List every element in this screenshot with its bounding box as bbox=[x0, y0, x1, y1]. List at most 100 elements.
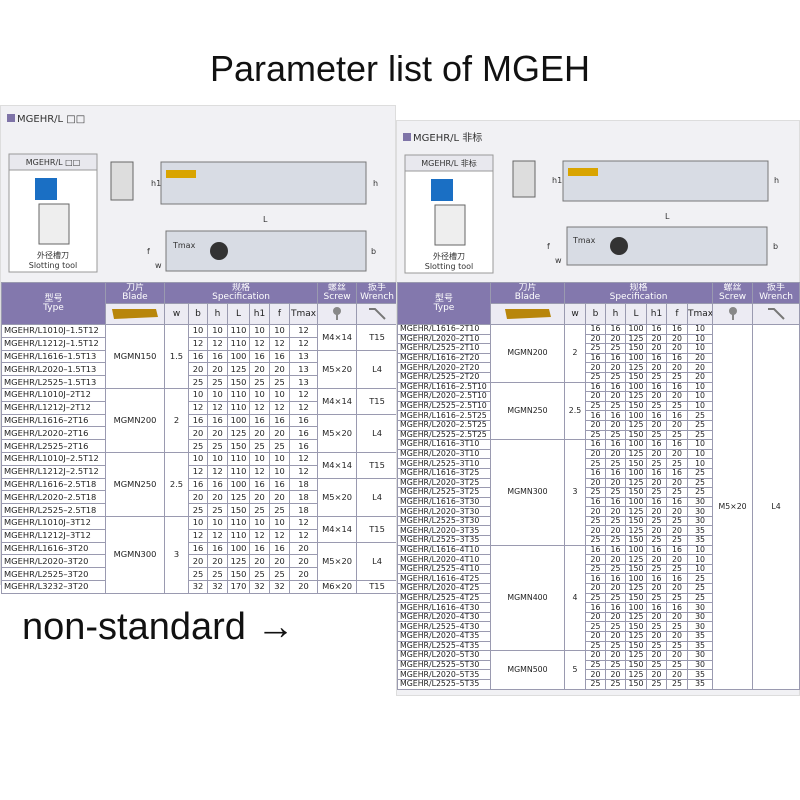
type-cell: MGEHR/L2525–2T20 bbox=[397, 371, 491, 383]
value-cell: 16 bbox=[666, 573, 688, 585]
value-cell: 16 bbox=[646, 602, 667, 613]
value-cell: 16 bbox=[249, 541, 270, 556]
value-cell: 20 bbox=[188, 362, 208, 377]
tool-side bbox=[160, 161, 367, 205]
screw bbox=[210, 242, 228, 260]
value-cell: 16 bbox=[288, 426, 319, 441]
type-cell: MGEHR/L1616–4T10 bbox=[397, 544, 491, 556]
value-cell: 20 bbox=[605, 391, 626, 402]
value-cell: 25 bbox=[605, 659, 626, 671]
header-cn: 扳手 bbox=[368, 283, 387, 293]
value-cell: 25 bbox=[646, 487, 667, 498]
type-cell: MGEHR/L2525–3T25 bbox=[397, 487, 491, 498]
blade-icon bbox=[112, 308, 158, 319]
screw-icon bbox=[728, 306, 737, 320]
value-cell: 125 bbox=[625, 362, 647, 373]
value-cell: 25 bbox=[666, 659, 688, 671]
wrench-cell: L4 bbox=[356, 541, 399, 581]
value-cell: 20 bbox=[605, 477, 626, 489]
value-cell: 25 bbox=[605, 400, 626, 412]
value-cell: 25 bbox=[585, 621, 606, 632]
value-cell: 25 bbox=[585, 678, 606, 690]
type-cell: MGEHR/L2525–5T35 bbox=[397, 678, 491, 690]
panel-heading: MGEHR/L 非标 bbox=[403, 129, 482, 144]
table-row: MGEHR/L1616–4T25 16 16 100 16 16 25 bbox=[397, 573, 800, 585]
value-cell: 100 bbox=[625, 352, 647, 364]
dim-label: f bbox=[547, 242, 550, 251]
value-cell: 18 bbox=[288, 503, 319, 517]
value-cell: 10 bbox=[686, 544, 714, 556]
value-cell: 12 bbox=[269, 400, 290, 415]
table-row: MGEHR/L2020–5T35 20 20 125 20 20 35 bbox=[397, 669, 800, 680]
type-cell: MGEHR/L2020–2T16 bbox=[1, 426, 106, 441]
value-cell: 125 bbox=[625, 583, 647, 594]
value-cell: 16 bbox=[605, 544, 626, 556]
value-cell: 25 bbox=[686, 583, 714, 594]
value-cell: 150 bbox=[625, 458, 647, 469]
type-cell: MGEHR/L2525–4T25 bbox=[397, 592, 491, 604]
diagram-caption: 外径槽刀 bbox=[37, 250, 69, 260]
value-cell: 16 bbox=[605, 467, 626, 479]
table-row: MGEHR/L1616–2.5T18 16 16 100 16 16 18 M5×20 L4 bbox=[1, 477, 399, 517]
value-cell: 10 bbox=[188, 324, 208, 338]
icon-tool bbox=[434, 204, 466, 246]
column-header: Tmax bbox=[686, 303, 714, 325]
value-cell: 30 bbox=[686, 515, 714, 527]
value-cell: 150 bbox=[227, 503, 250, 517]
left-panel: MGEHR/L □□ MGEHR/L □□ 外径槽刀 Slotting tool… bbox=[0, 105, 399, 594]
value-cell: 20 bbox=[666, 583, 688, 594]
value-cell: 20 bbox=[605, 419, 626, 431]
value-cell: 35 bbox=[686, 535, 714, 546]
table-row: MGEHR/L1010J–1.5T12 MGMN150 1.5 10 10 110 10 10… bbox=[1, 324, 399, 389]
value-cell: 25 bbox=[207, 375, 228, 389]
screw-head bbox=[728, 306, 737, 315]
value-cell: 20 bbox=[646, 611, 667, 623]
value-cell: 32 bbox=[188, 579, 208, 594]
value-cell: 25 bbox=[269, 439, 290, 453]
table-row: MGEHR/L1010J–3T12 MGMN300 3 10 10 110 10 10 12 M4… bbox=[1, 515, 399, 594]
tool-side bbox=[562, 160, 769, 202]
type-cell: MGEHR/L2020–5T35 bbox=[397, 669, 491, 680]
value-cell: 25 bbox=[666, 515, 688, 527]
value-cell: 10 bbox=[269, 464, 290, 479]
dim-label: b bbox=[773, 242, 778, 251]
type-cell: MGEHR/L1010J–1.5T12 bbox=[1, 324, 106, 338]
value-cell: 20 bbox=[288, 567, 319, 581]
value-cell: 20 bbox=[249, 426, 270, 441]
diagram-box-head bbox=[404, 154, 494, 172]
value-cell: 20 bbox=[585, 631, 606, 642]
value-cell: 16 bbox=[585, 467, 606, 479]
value-cell: 10 bbox=[686, 400, 714, 412]
header-en: Wrench bbox=[360, 292, 394, 302]
value-cell: 25 bbox=[585, 343, 606, 354]
value-cell: 20 bbox=[646, 650, 667, 661]
type-cell: MGEHR/L2525–5T30 bbox=[397, 659, 491, 671]
value-cell: 20 bbox=[269, 490, 290, 505]
value-cell: 16 bbox=[585, 544, 606, 556]
header-row: 型号 Type 刀片 Blade 规格 Specification 螺丝 Screw 扳手 Wre… bbox=[397, 282, 800, 325]
value-cell: 25 bbox=[646, 515, 667, 527]
screw bbox=[610, 237, 628, 255]
table-row: MGEHR/L2020–2T16 20 20 125 20 20 16 bbox=[1, 426, 398, 441]
value-cell: 20 bbox=[269, 426, 290, 441]
value-cell: 25 bbox=[585, 640, 606, 652]
value-cell: 20 bbox=[666, 669, 688, 680]
value-cell: 150 bbox=[625, 429, 647, 441]
diagram: MGEHR/L □□ 外径槽刀 Slotting tool h1 h L Tma… bbox=[8, 153, 378, 273]
wrench-shape bbox=[369, 307, 386, 320]
column-header: w bbox=[164, 303, 189, 325]
value-cell: 16 bbox=[585, 602, 606, 613]
type-cell: MGEHR/L1616–2.5T25 bbox=[397, 410, 491, 421]
value-cell: 110 bbox=[227, 515, 250, 530]
value-cell: 25 bbox=[269, 503, 290, 517]
value-cell: 16 bbox=[646, 410, 667, 421]
header-cell: 扳手 Wrench bbox=[356, 282, 399, 304]
value-cell: 25 bbox=[207, 567, 228, 581]
blade-icon bbox=[504, 308, 551, 319]
value-cell: 150 bbox=[625, 640, 647, 652]
value-cell: 12 bbox=[288, 387, 319, 402]
value-cell: 20 bbox=[666, 650, 688, 661]
header-en: Blade bbox=[514, 292, 541, 302]
value-cell: 25 bbox=[666, 535, 688, 546]
value-cell: 150 bbox=[625, 592, 647, 604]
